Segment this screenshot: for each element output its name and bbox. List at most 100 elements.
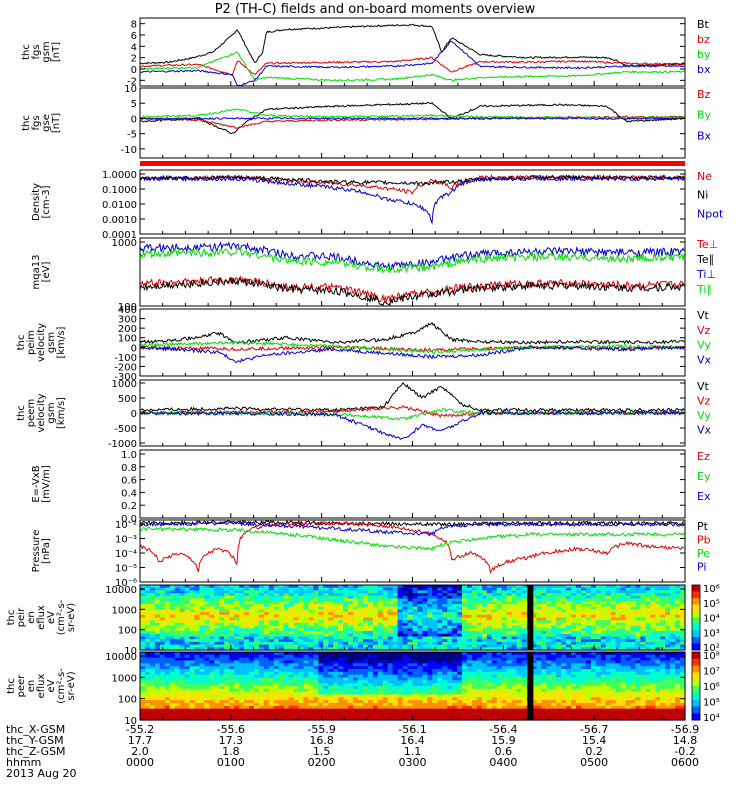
legend-entry: Pb (697, 534, 711, 547)
series-line-Pt (139, 519, 685, 527)
footer-value: 16.8 (309, 734, 334, 747)
footer-value: 1.5 (313, 745, 331, 758)
y-tick-label: -300 (114, 372, 137, 383)
legend-entry: Ez (697, 450, 710, 463)
y-axis-label: [km/s] (56, 326, 67, 358)
footer-value: 0.6 (495, 745, 513, 758)
y-tick-label: -2 (127, 76, 137, 87)
footer-value: -0.2 (674, 745, 695, 758)
legend-entry: Ti∥ (696, 283, 712, 296)
y-axis-label: thc (16, 405, 27, 421)
colorbar-tick-label: 10⁴ (703, 614, 720, 625)
legend-entry: Bx (697, 129, 712, 142)
y-axis-label: [cm-3] (41, 185, 52, 218)
y-axis-label: gsm (46, 332, 57, 353)
series-line-Vt (139, 381, 685, 413)
footer-row-label: thc_X-GSM (6, 723, 65, 736)
y-tick-label: 0 (131, 343, 137, 354)
y-axis-label: peer (16, 674, 27, 698)
legend-entry: Ni (697, 189, 708, 202)
legend-entry: Vx (697, 353, 712, 366)
legend-entry: Vz (697, 395, 711, 408)
footer-value: -56.4 (489, 723, 517, 736)
series-line-Vt (139, 321, 685, 345)
y-tick-label: -1000 (108, 439, 137, 450)
y-axis-label: (cm²-s- (56, 668, 67, 704)
series-line-Pi (139, 520, 685, 537)
fgs-gse-frame (139, 87, 686, 159)
y-tick-label: 2 (131, 54, 137, 65)
y-axis-label: thc (6, 678, 17, 694)
legend-entry: Te∥ (696, 253, 714, 266)
legend-entry: Te⊥ (696, 238, 718, 251)
footer-value: 17.7 (128, 734, 153, 747)
series-line-Vy (139, 339, 685, 355)
y-axis-label: thc (21, 115, 32, 131)
series-line-Npot (139, 175, 685, 225)
y-tick-label: 400 (118, 305, 137, 316)
legend-entry: Ey (697, 470, 711, 483)
y-tick-label: 0 (131, 409, 137, 420)
y-axis-label: (cm²-s- (56, 599, 67, 635)
y-tick-label: 10000 (105, 585, 137, 596)
chart-title: P2 (TH-C) fields and on-board moments ov… (214, 2, 536, 17)
series-line-Bz (139, 115, 685, 129)
footer-row-label: thc_Z-GSM (6, 745, 66, 758)
legend-entry: Pe (697, 547, 710, 560)
footer-value: 15.9 (491, 734, 516, 747)
legend-entry: Pi (697, 561, 706, 574)
footer-value: 1.1 (404, 745, 422, 758)
y-axis-label: thc (21, 44, 32, 60)
series-line-Ti⊥ (139, 241, 685, 271)
y-tick-label: 10 (124, 84, 137, 95)
legend-entry: Ne (697, 170, 712, 183)
y-tick-label: 1.0000 (102, 170, 137, 181)
y-axis-label: peir (16, 607, 27, 627)
y-tick-label: 100 (118, 626, 137, 637)
series-line-Pb (139, 521, 685, 574)
y-axis-label: thc (6, 610, 17, 626)
y-axis-label: fgs (31, 44, 42, 59)
y-tick-label: 100 (118, 302, 137, 313)
series-line-Te∥ (139, 276, 685, 307)
legend-entry: Vt (697, 309, 710, 322)
y-tick-label: 5 (131, 99, 137, 110)
legend-entry: Ti⊥ (696, 268, 716, 281)
footer-value: -55.9 (307, 723, 335, 736)
footer-value: 0100 (217, 756, 245, 769)
series-line-Vx (139, 345, 685, 364)
legend-entry: Vy (697, 409, 711, 422)
y-tick-label: 0.2 (121, 501, 137, 512)
y-tick-label: 100 (118, 695, 137, 706)
y-axis-label: [nT] (51, 42, 62, 62)
efield-frame (139, 449, 686, 519)
series-line-Pe (139, 526, 685, 552)
y-axis-label: E=-VxB (31, 465, 42, 502)
y-tick-label: 200 (118, 324, 137, 335)
legend-entry: Vy (697, 339, 711, 352)
y-tick-label: 6 (131, 31, 137, 42)
y-tick-label: 500 (118, 394, 137, 405)
footer-value: -56.7 (580, 723, 608, 736)
y-axis-label: eV (46, 611, 57, 624)
y-tick-label: 0.0100 (102, 200, 137, 211)
legend-entry: Pt (697, 520, 709, 533)
fgs-gsm-frame (139, 17, 686, 87)
footer-date: 2013 Aug 20 (6, 767, 76, 780)
y-tick-label: 10000 (105, 652, 137, 663)
series-line-Bx (139, 116, 685, 121)
colorbar-tick-label: 10³ (703, 628, 720, 639)
legend-entry: Bt (697, 18, 710, 31)
footer-value: 0200 (308, 756, 336, 769)
colorbar-tick-label: 10⁶ (703, 584, 720, 595)
footer-value: 2.0 (131, 745, 149, 758)
y-tick-label: 1000 (112, 238, 137, 249)
legend-entry: Vx (697, 424, 712, 437)
y-axis-label: gsm (46, 402, 57, 423)
footer-row-label: thc_Y-GSM (6, 734, 64, 747)
y-axis-label: [mV/m] (41, 465, 52, 503)
y-tick-label: 1.0 (121, 450, 137, 461)
y-axis-label: [nT] (51, 113, 62, 133)
series-line-bz (139, 56, 685, 76)
